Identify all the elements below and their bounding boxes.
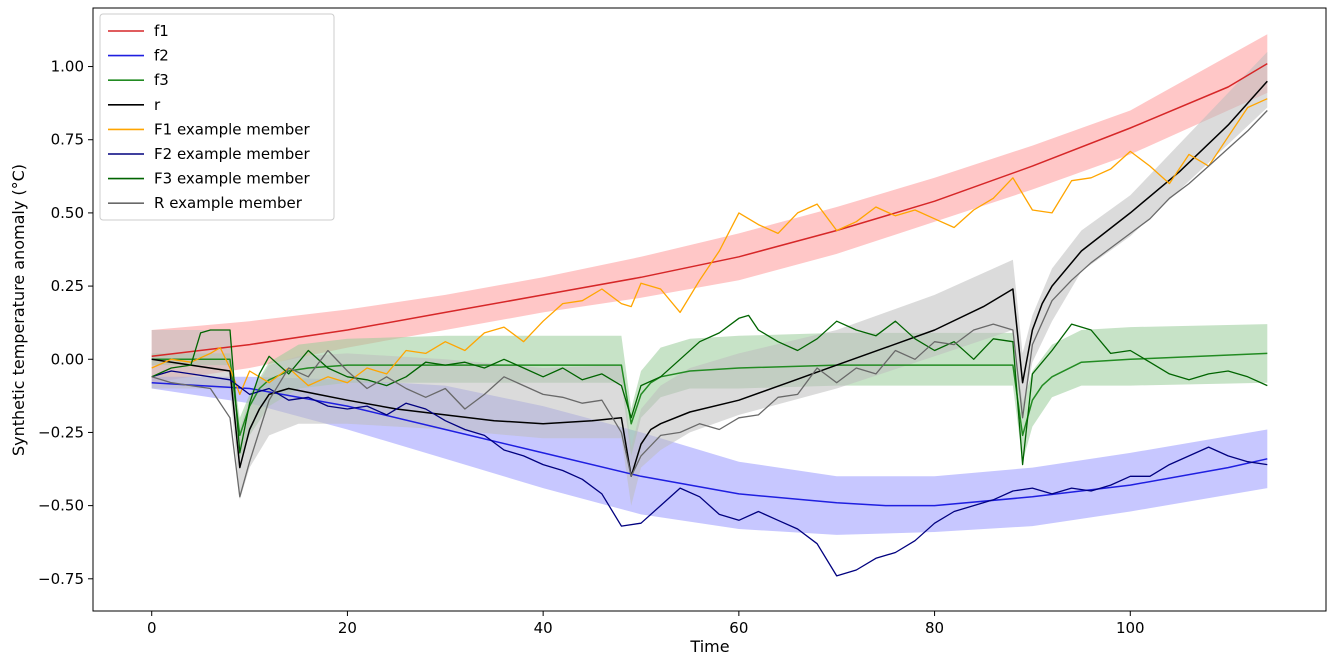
y-tick-label: 0.50: [51, 204, 84, 222]
legend-label-f2-example-member: F2 example member: [154, 145, 310, 163]
series-line-f1: [151, 62, 1268, 358]
series-lines: [151, 62, 1268, 577]
y-tick-label: −0.25: [38, 423, 84, 441]
y-tick-label: 1.00: [51, 58, 84, 76]
band-f1: [151, 34, 1268, 383]
x-axis-ticks: 0 20 40 60 80 100: [147, 611, 1145, 637]
legend-box: [99, 13, 335, 221]
x-tick-label: 40: [534, 619, 553, 637]
y-tick-label: −0.75: [38, 570, 84, 588]
y-tick-label: 0.00: [51, 350, 84, 368]
series-line-f1-example-member: [151, 98, 1268, 396]
series-line-r: [151, 80, 1268, 478]
series-line-f2-example-member: [151, 370, 1268, 577]
x-tick-label: 20: [338, 619, 357, 637]
plot-frame: [92, 7, 1327, 612]
legend-label-f3: f3: [154, 71, 169, 89]
legend-label-f3-example-member: F3 example member: [154, 170, 310, 188]
uncertainty-bands: [151, 34, 1268, 535]
y-tick-label: −0.50: [38, 497, 84, 515]
series-line-f2: [151, 381, 1268, 507]
y-axis-ticks: −0.75 −0.50 −0.25 0.00 0.25 0.50 0.75 1.00: [38, 58, 93, 588]
legend: f1 f2 f3 r F1 example member F2 example membe…: [99, 13, 335, 221]
x-tick-label: 100: [1116, 619, 1145, 637]
legend-label-r-example-member: R example member: [154, 194, 303, 212]
series-line-r-example-member: [151, 110, 1268, 498]
band-r: [151, 51, 1268, 506]
legend-label-f1-example-member: F1 example member: [154, 120, 310, 138]
legend-label-r: r: [154, 96, 161, 114]
y-axis-label: Synthetic temperature anomaly (°C): [9, 164, 28, 456]
x-tick-label: 0: [147, 619, 157, 637]
series-line-f3: [151, 352, 1268, 437]
legend-label-f1: f1: [154, 22, 169, 40]
y-tick-label: 0.75: [51, 131, 84, 149]
x-axis-label: Time: [689, 637, 729, 656]
x-tick-label: 80: [925, 619, 944, 637]
legend-label-f2: f2: [154, 47, 169, 65]
series-line-f3-example-member: [151, 314, 1268, 466]
y-tick-label: 0.25: [51, 277, 84, 295]
x-tick-label: 60: [729, 619, 748, 637]
